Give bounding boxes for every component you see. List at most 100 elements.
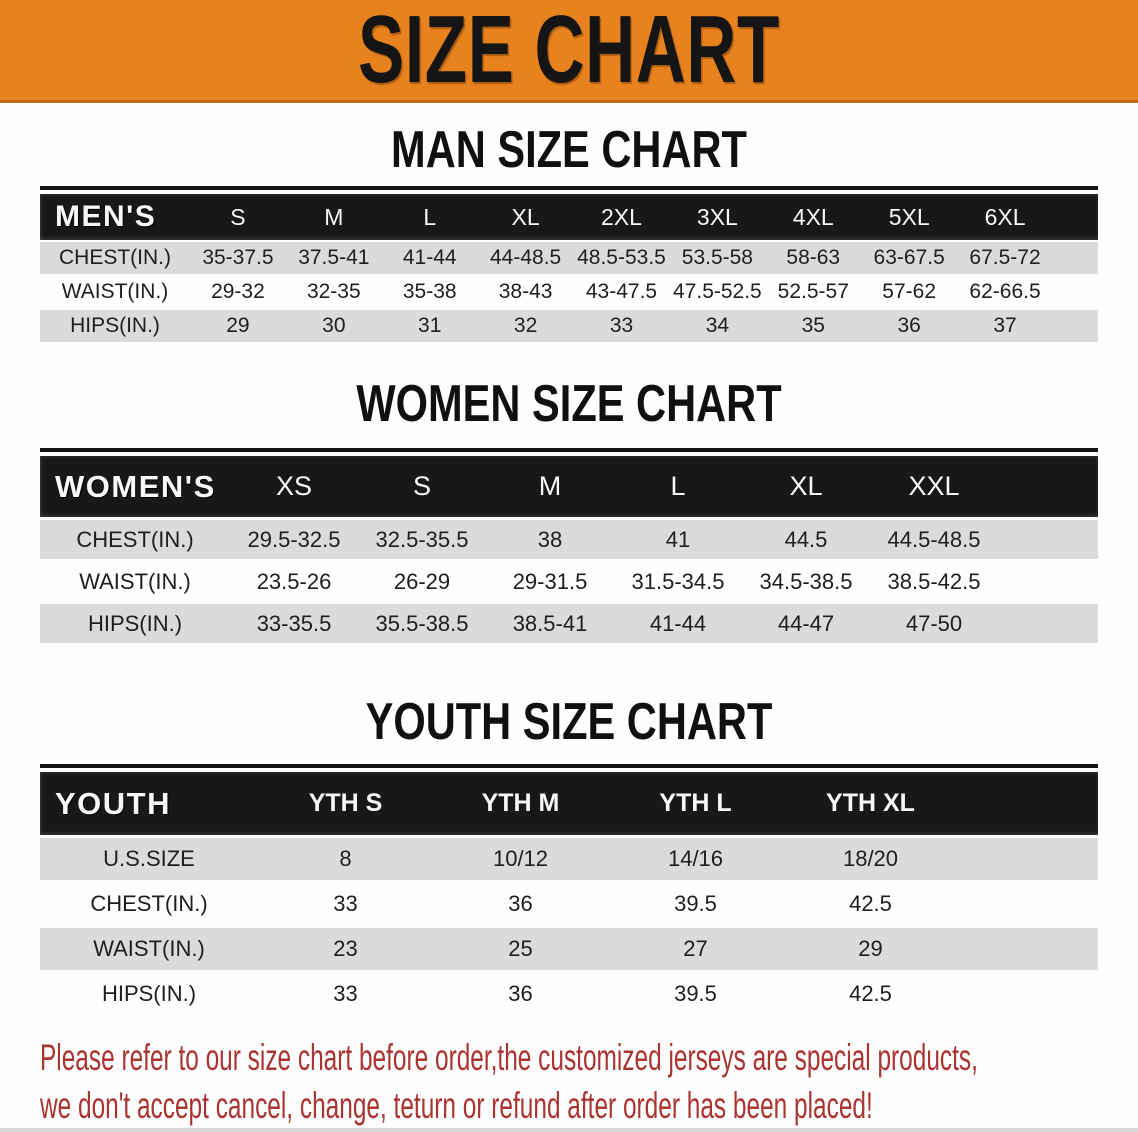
size-value: 29.5-32.5 xyxy=(247,526,341,552)
measurement-label: CHEST(IN.) xyxy=(59,246,171,269)
size-value: 29 xyxy=(858,936,883,961)
size-value: 29 xyxy=(226,314,250,337)
size-value: 8 xyxy=(339,846,352,871)
size-column-header: 5XL xyxy=(888,203,930,230)
size-value: 52.5-57 xyxy=(777,280,849,303)
size-value: 33 xyxy=(333,891,358,916)
youth-size-table: YOUTH YTH S YTH M YTH L YTH XL U.S.SIZE 8 10/12… xyxy=(40,764,1098,1015)
size-column-header: S xyxy=(412,471,431,501)
size-value: 10/12 xyxy=(492,846,549,871)
size-column-header: 4XL xyxy=(792,203,834,230)
size-value: 14/16 xyxy=(667,846,724,871)
size-value: 31 xyxy=(418,314,442,337)
size-value: 25 xyxy=(508,936,533,961)
measurement-row: CHEST(IN.) 29.5-32.5 32.5-35.5 38 41 44.5 44.5… xyxy=(40,520,1098,559)
size-value: 42.5 xyxy=(849,891,892,916)
youth-size-chart-heading: YOUTH SIZE CHART xyxy=(365,693,773,751)
measurement-label: CHEST(IN.) xyxy=(76,526,194,552)
measurement-label: WAIST(IN.) xyxy=(61,280,169,303)
size-value: 41-44 xyxy=(402,246,457,269)
women-size-chart-heading: WOMEN SIZE CHART xyxy=(356,375,782,433)
size-column-header: XL xyxy=(511,203,540,230)
size-value: 58-63 xyxy=(786,246,841,269)
size-value: 57-62 xyxy=(882,280,937,303)
size-value: 29-31.5 xyxy=(512,568,588,594)
table-group-label: YOUTH xyxy=(55,785,171,821)
size-value: 44.5-48.5 xyxy=(887,526,981,552)
measurement-label: WAIST(IN.) xyxy=(93,936,205,961)
size-value: 18/20 xyxy=(842,846,899,871)
size-value: 35-37.5 xyxy=(202,246,274,269)
measurement-label: HIPS(IN.) xyxy=(101,981,197,1006)
size-value: 44-48.5 xyxy=(489,246,562,269)
size-value: 41-44 xyxy=(649,610,707,636)
banner: SIZE CHART xyxy=(0,0,1138,103)
size-value: 33 xyxy=(333,981,358,1006)
measurement-row: WAIST(IN.) 29-32 32-35 35-38 38-43 43-47.5 47.… xyxy=(40,276,1098,308)
measurement-row: WAIST(IN.) 23.5-26 26-29 29-31.5 31.5-34.5 34… xyxy=(40,562,1098,601)
men-size-table: MEN'S S M L XL 2XL 3XL 4XL 5XL 6XL CHEST(IN.) 35-37… xyxy=(40,186,1098,342)
size-value: 37 xyxy=(993,314,1017,337)
table-group-label: MEN'S xyxy=(55,200,157,233)
size-value: 36 xyxy=(508,981,533,1006)
size-value: 34.5-38.5 xyxy=(759,568,853,594)
size-column-header: M xyxy=(324,203,344,230)
size-value: 23 xyxy=(333,936,358,961)
size-column-header: L xyxy=(423,203,437,230)
size-column-header: YTH XL xyxy=(826,789,915,817)
size-value: 31.5-34.5 xyxy=(631,568,725,594)
measurement-row: CHEST(IN.) 35-37.5 37.5-41 41-44 44-48.5 48.5… xyxy=(40,242,1098,274)
size-column-header: XS xyxy=(275,471,313,501)
size-value: 44-47 xyxy=(777,610,835,636)
size-value: 44.5 xyxy=(784,526,828,552)
size-value: 23.5-26 xyxy=(256,568,332,594)
size-value: 42.5 xyxy=(849,981,892,1006)
size-value: 47.5-52.5 xyxy=(673,280,762,303)
size-value: 41 xyxy=(665,526,691,552)
page-bottom-edge xyxy=(0,1128,1138,1132)
disclaimer-line-1: Please refer to our size chart before or… xyxy=(40,1037,978,1078)
size-value: 33-35.5 xyxy=(256,610,332,636)
size-value: 38.5-41 xyxy=(512,610,588,636)
size-column-header: 6XL xyxy=(984,203,1026,230)
size-value: 38.5-42.5 xyxy=(887,568,981,594)
women-size-table: WOMEN'S XS S M L XL XXL CHEST(IN.) 29.5-32.5 32.5… xyxy=(40,448,1098,643)
measurement-row: HIPS(IN.) 33 36 39.5 42.5 xyxy=(40,973,1098,1015)
size-value: 38 xyxy=(537,526,563,552)
table-header-row: WOMEN'S XS S M L XL XXL xyxy=(40,456,1098,517)
disclaimer-line-2: we don't accept cancel, change, teturn o… xyxy=(40,1085,873,1126)
size-value: 32 xyxy=(513,314,538,337)
table-header-row: YOUTH YTH S YTH M YTH L YTH XL xyxy=(40,772,1098,835)
size-value: 67.5-72 xyxy=(969,246,1041,269)
size-value: 37.5-41 xyxy=(298,246,370,269)
size-column-header: M xyxy=(538,471,562,501)
man-size-chart-heading: MAN SIZE CHART xyxy=(391,121,747,179)
size-value: 39.5 xyxy=(674,891,717,916)
size-column-header: L xyxy=(670,471,686,501)
measurement-label: HIPS(IN.) xyxy=(87,610,183,636)
size-column-header: S xyxy=(230,203,246,230)
table-group-label: WOMEN'S xyxy=(55,468,216,504)
page-title: SIZE CHART xyxy=(358,0,780,103)
measurement-label: HIPS(IN.) xyxy=(70,314,160,337)
size-column-header: 3XL xyxy=(696,203,738,230)
measurement-row: CHEST(IN.) 33 36 39.5 42.5 xyxy=(40,883,1098,925)
measurement-label: WAIST(IN.) xyxy=(79,568,191,594)
table-header-row: MEN'S S M L XL 2XL 3XL 4XL 5XL 6XL xyxy=(40,194,1098,240)
size-value: 38-43 xyxy=(498,280,553,303)
size-value: 30 xyxy=(322,314,346,337)
measurement-row: U.S.SIZE 8 10/12 14/16 18/20 xyxy=(40,838,1098,880)
size-value: 29-32 xyxy=(211,280,265,303)
size-value: 27 xyxy=(683,936,708,961)
size-column-header: XXL xyxy=(908,471,960,501)
measurement-row: HIPS(IN.) 29 30 31 32 33 34 35 36 37 xyxy=(40,310,1098,342)
size-value: 33 xyxy=(609,314,634,337)
size-column-header: YTH S xyxy=(308,789,383,817)
measurement-row: WAIST(IN.) 23 25 27 29 xyxy=(40,928,1098,970)
size-value: 48.5-53.5 xyxy=(577,246,666,269)
size-value: 32-35 xyxy=(306,280,361,303)
size-value: 35.5-38.5 xyxy=(375,610,469,636)
size-value: 62-66.5 xyxy=(969,280,1041,303)
size-column-header: 2XL xyxy=(601,203,642,230)
